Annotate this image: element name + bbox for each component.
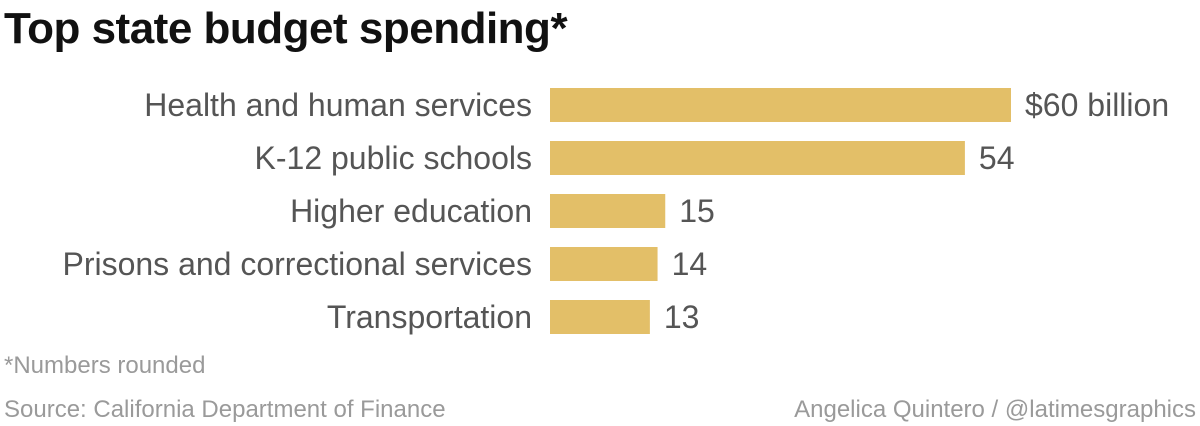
- author-credit: Angelica Quintero / @latimesgraphics: [794, 396, 1196, 423]
- bar: [550, 141, 965, 175]
- bar: [550, 194, 666, 228]
- category-label: Prisons and correctional services: [62, 246, 532, 282]
- bar: [550, 300, 650, 334]
- category-label: K-12 public schools: [255, 140, 532, 176]
- bar: [550, 247, 658, 281]
- chart-title: Top state budget spending*: [4, 4, 568, 53]
- value-label: 14: [672, 246, 708, 282]
- category-label: Higher education: [290, 193, 532, 229]
- value-label: $60 billion: [1025, 87, 1169, 123]
- category-label: Health and human services: [144, 87, 532, 123]
- value-label: 15: [679, 193, 715, 229]
- source-credit: Source: California Department of Finance: [4, 396, 446, 423]
- value-label: 54: [979, 140, 1015, 176]
- bar-chart: Health and human services $60 billion K-12…: [62, 87, 1169, 335]
- footnote: *Numbers rounded: [4, 352, 206, 379]
- category-label: Transportation: [327, 299, 532, 335]
- bar: [550, 88, 1011, 122]
- value-label: 13: [664, 299, 700, 335]
